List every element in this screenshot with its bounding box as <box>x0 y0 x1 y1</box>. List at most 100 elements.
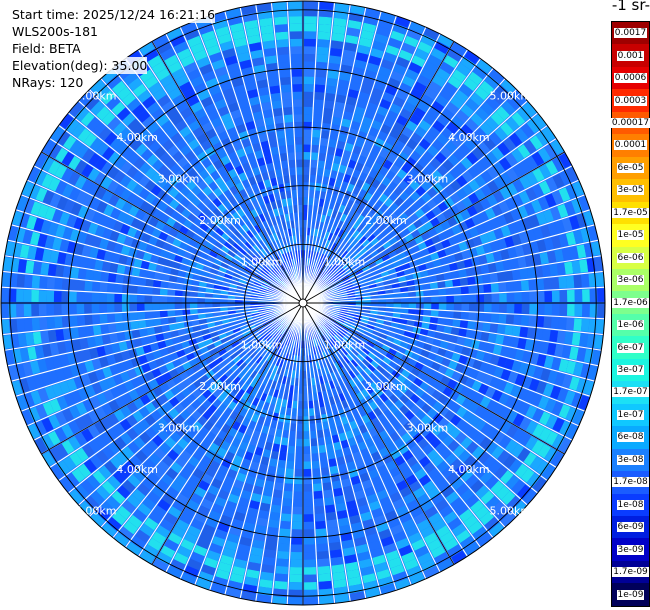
range-gate <box>304 574 317 583</box>
range-gate <box>344 142 354 153</box>
range-gate <box>436 479 450 492</box>
range-gate <box>373 273 382 280</box>
range-gate <box>261 425 270 435</box>
range-gate <box>506 410 518 423</box>
range-gate <box>240 489 252 500</box>
range-gate <box>271 319 279 326</box>
range-gate <box>495 334 505 345</box>
range-gate <box>326 279 334 286</box>
range-gate <box>378 223 387 232</box>
range-gate <box>394 399 405 410</box>
range-gate <box>475 485 490 499</box>
range-gate <box>341 231 348 240</box>
range-gate <box>489 323 499 333</box>
range-gate <box>569 215 580 230</box>
range-gate <box>217 429 227 440</box>
range-gate <box>180 487 193 499</box>
range-gate <box>405 525 419 538</box>
range-gate <box>280 318 287 325</box>
range-gate <box>324 358 331 367</box>
range-gate <box>396 270 405 278</box>
range-gate <box>489 354 500 366</box>
range-gate <box>493 403 505 416</box>
range-gate <box>393 63 407 75</box>
range-gate <box>511 269 521 281</box>
range-gate <box>39 317 48 330</box>
range-gate <box>580 318 590 332</box>
range-gate <box>317 46 329 56</box>
range-gate <box>362 77 375 88</box>
range-gate <box>293 491 303 500</box>
range-gate <box>346 312 355 317</box>
range-gate <box>229 410 239 421</box>
range-gate <box>327 339 334 348</box>
range-gate <box>437 394 449 405</box>
range-gate <box>520 280 530 291</box>
range-gate <box>511 111 526 127</box>
range-gate <box>477 451 491 464</box>
range-gate <box>574 304 583 317</box>
range-gate <box>144 311 153 319</box>
range-gate <box>358 188 367 199</box>
range-gate <box>429 282 439 290</box>
range-gate <box>370 250 379 258</box>
range-gate <box>455 233 465 243</box>
range-gate <box>312 331 317 339</box>
range-gate <box>211 365 221 374</box>
range-gate <box>320 230 327 239</box>
range-gate <box>336 140 346 150</box>
range-gate <box>388 557 403 569</box>
range-gate <box>250 361 259 370</box>
range-gate <box>342 262 350 270</box>
range-gate <box>382 91 395 103</box>
range-gate <box>461 398 473 410</box>
range-gate <box>163 424 175 436</box>
range-gate <box>475 371 486 383</box>
range-gate <box>372 162 382 172</box>
info-panel: Start time: 2025/12/24 16:21:16 WLS200s-… <box>12 6 216 91</box>
range-gate <box>303 197 309 205</box>
range-gate <box>420 349 430 358</box>
range-gate <box>437 249 447 259</box>
range-gate <box>405 474 418 486</box>
colorbar-cell: 1.7e-05 <box>612 201 649 225</box>
range-gate <box>476 303 485 312</box>
range-gate <box>540 224 551 238</box>
range-gate <box>227 348 236 356</box>
range-gate <box>217 403 228 413</box>
range-gate <box>426 198 437 210</box>
range-gate <box>429 217 440 227</box>
range-gate <box>442 386 454 397</box>
range-gate <box>461 423 474 436</box>
range-gate <box>109 333 119 344</box>
range-gate <box>337 229 345 238</box>
range-gate <box>307 220 312 228</box>
range-gate <box>343 355 351 364</box>
range-gate <box>140 445 153 458</box>
range-gate <box>334 254 341 262</box>
range-gate <box>303 114 313 123</box>
range-gate <box>286 338 292 347</box>
range-gate <box>521 303 530 314</box>
range-gate <box>192 468 205 480</box>
range-gate <box>145 319 154 328</box>
range-gate <box>191 388 202 399</box>
range-gate <box>490 111 505 126</box>
range-gate <box>354 434 364 444</box>
range-gate <box>107 313 116 323</box>
range-gate <box>451 69 467 83</box>
range-gate <box>308 189 315 198</box>
range-gate <box>291 339 296 348</box>
range-gate <box>231 565 246 577</box>
range-gate <box>316 429 324 439</box>
range-gate <box>450 327 460 336</box>
range-gate <box>291 536 303 545</box>
range-gate <box>379 361 389 370</box>
range-gate <box>107 283 116 293</box>
nrays-text: NRays: 120 <box>12 74 84 91</box>
range-gate <box>379 249 388 258</box>
range-gate <box>292 506 303 515</box>
range-gate <box>346 183 355 193</box>
range-gate <box>317 31 331 41</box>
